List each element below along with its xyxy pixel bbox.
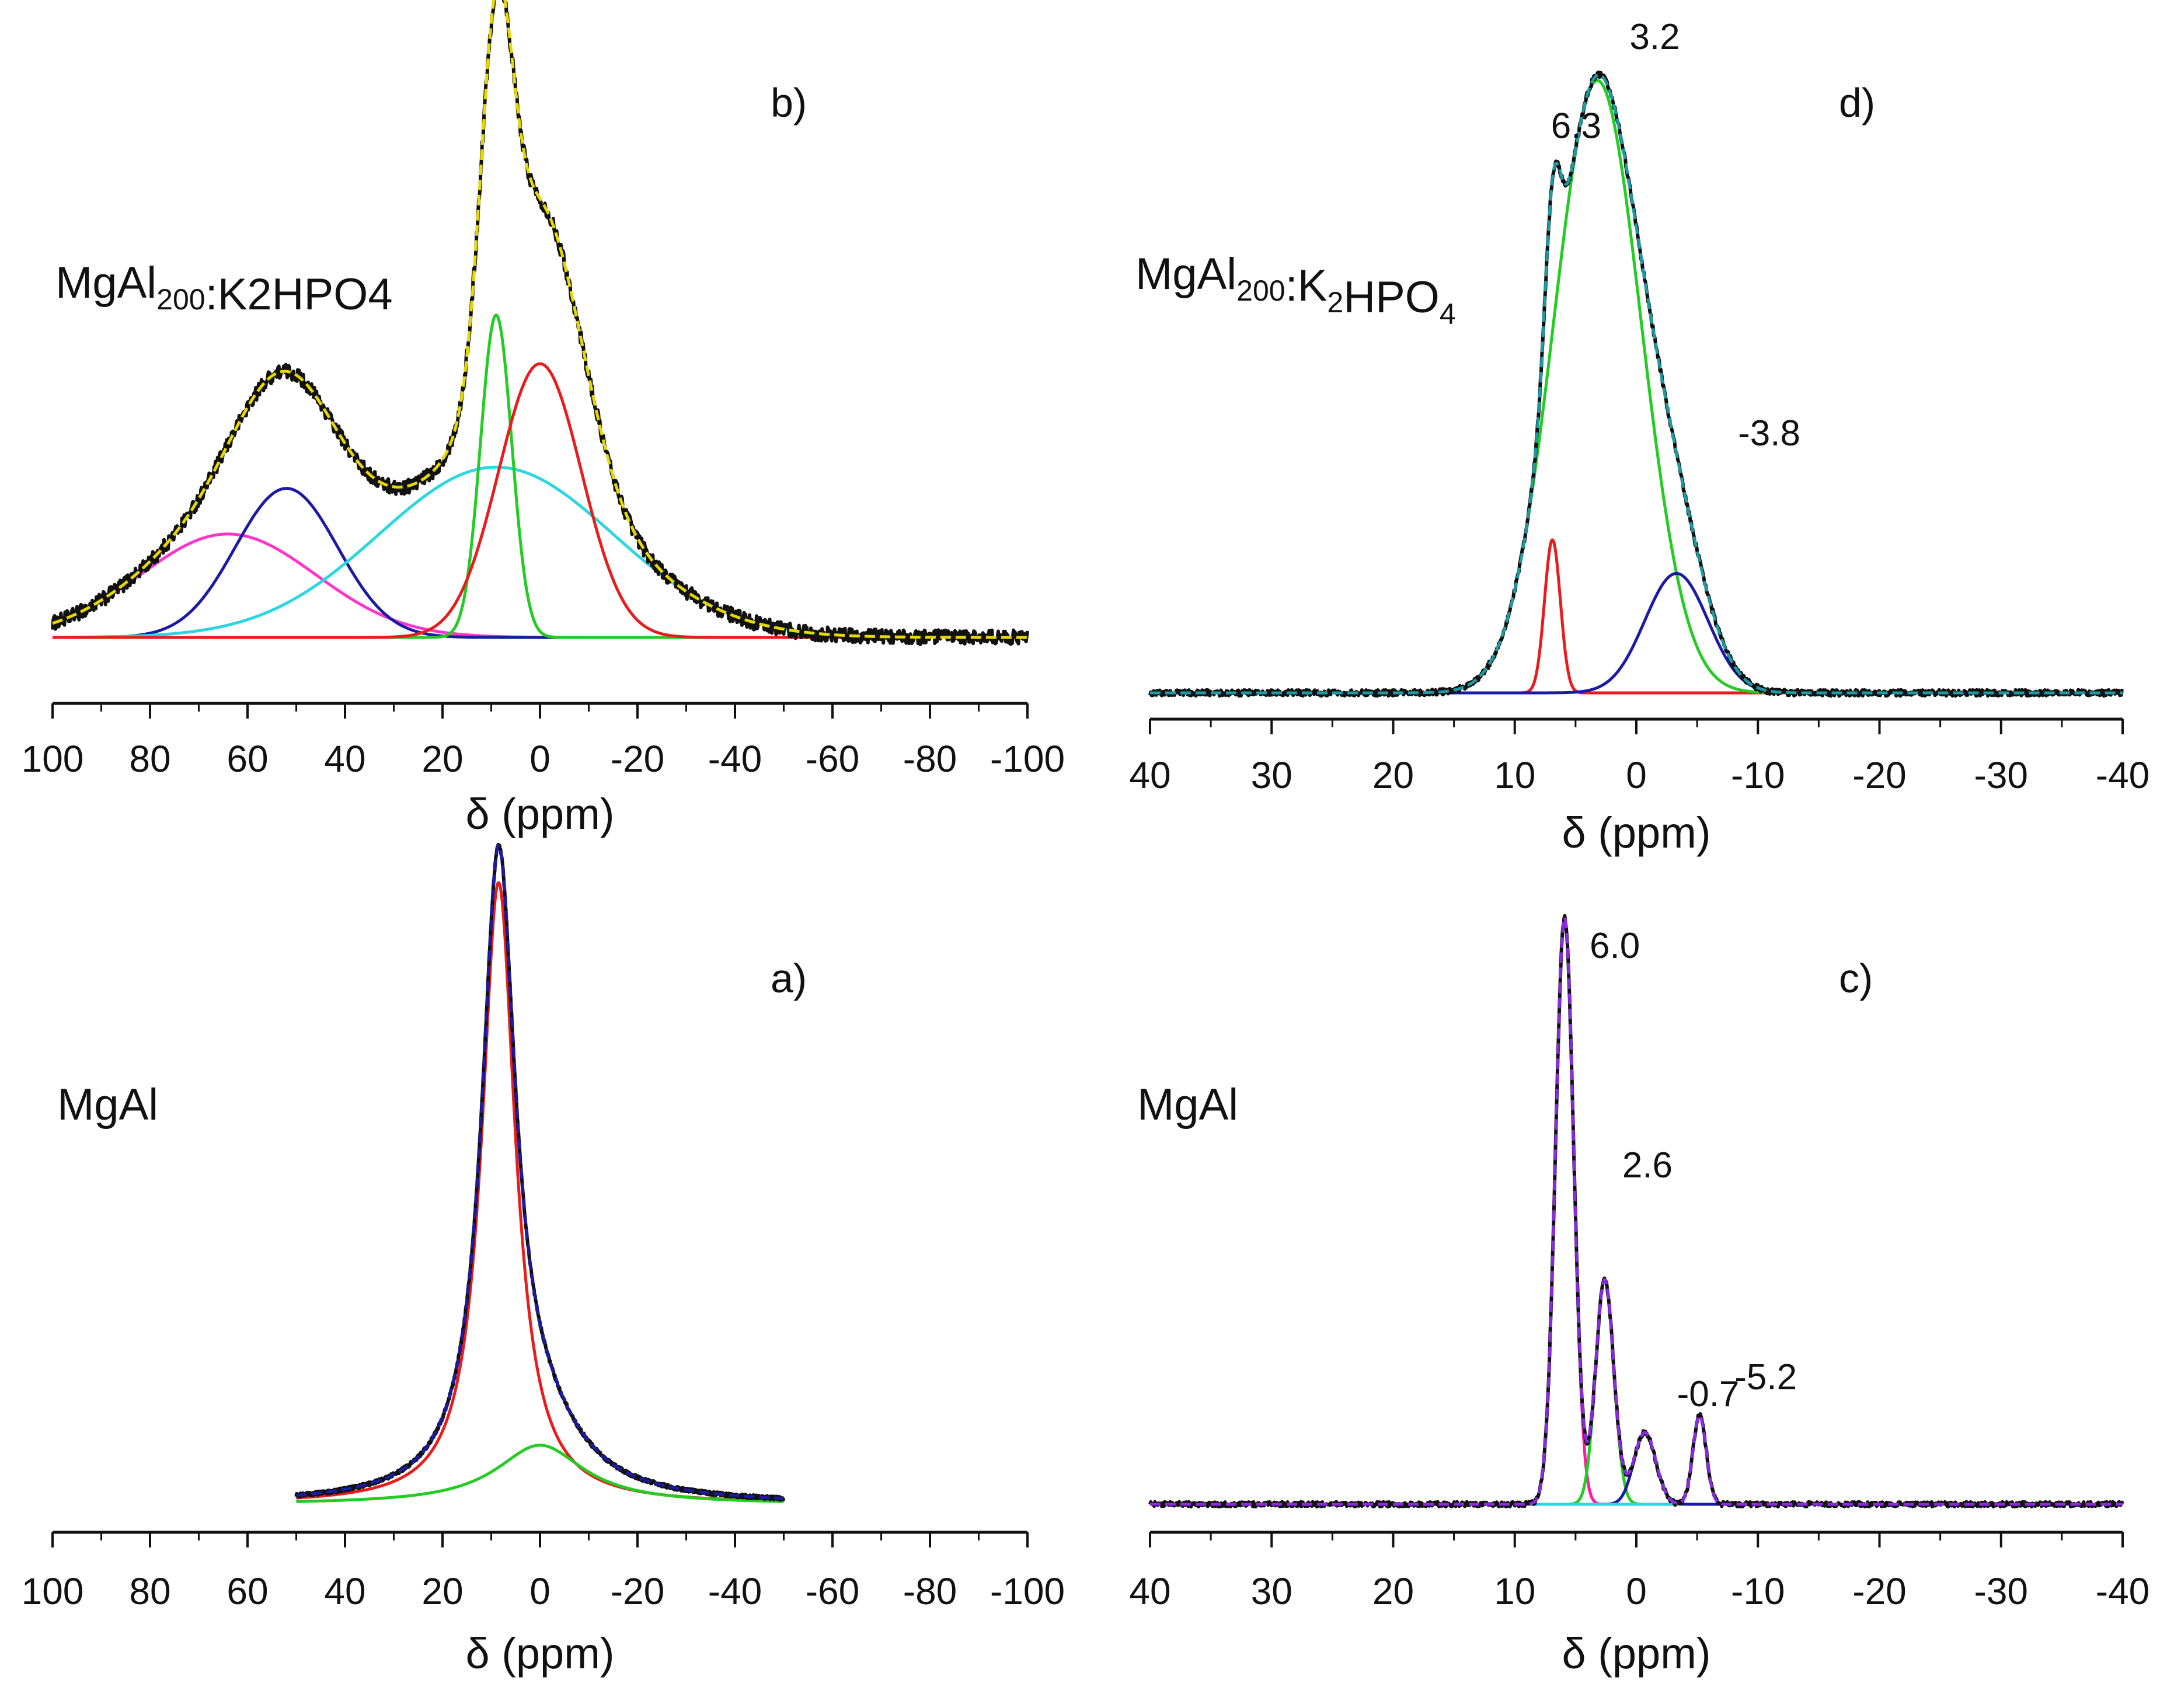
sample-label: MgAl200:K2HPO4 <box>1135 249 1456 330</box>
fit-component-3.2-ppm <box>1149 79 2124 695</box>
x-tick-label: 40 <box>1129 1570 1170 1612</box>
fit-envelope <box>295 844 785 1500</box>
experimental-spectrum <box>294 842 786 1502</box>
x-tick-label: -40 <box>2096 1570 2150 1612</box>
x-tick-label: 100 <box>22 1570 84 1612</box>
x-tick-label: 40 <box>324 738 365 780</box>
x-tick-label: 80 <box>129 1570 170 1612</box>
x-tick-label: 80 <box>129 738 170 780</box>
x-tick-label: 40 <box>324 1570 365 1612</box>
x-tick-label: -40 <box>2096 754 2150 796</box>
x-tick-label: 40 <box>1129 754 1170 796</box>
x-tick-label: -80 <box>903 738 957 780</box>
x-tick-label: -40 <box>708 1570 762 1612</box>
experimental-spectrum <box>1148 70 2124 698</box>
x-axis-title: δ (ppm) <box>466 790 615 838</box>
peak-label: 2.6 <box>1622 1145 1673 1186</box>
fit-component-2.6-ppm <box>1149 1278 2124 1506</box>
x-tick-label: -80 <box>903 1570 957 1612</box>
panel-label: a) <box>771 956 807 1001</box>
x-tick-label: 60 <box>227 1570 268 1612</box>
fit-component-6.3-ppm <box>1149 538 2124 695</box>
peak-label: 3.2 <box>1629 17 1680 57</box>
fit-component--3.8-ppm <box>1149 571 2124 695</box>
x-tick-label: -30 <box>1974 1570 2029 1612</box>
x-tick-label: 30 <box>1251 1570 1292 1612</box>
fit-envelope <box>1149 916 2124 1506</box>
peak-label: -3.8 <box>1738 413 1800 454</box>
panel-label: d) <box>1839 80 1875 126</box>
x-tick-label: -40 <box>708 738 762 780</box>
x-tick-label: -60 <box>806 1570 860 1612</box>
x-tick-label: -20 <box>611 738 665 780</box>
x-tick-label: -20 <box>1852 1570 1907 1612</box>
panel-c: 40 30 20 10 0 -10 -20 -30 -40 δ (ppm) c) MgAl 6.0 2.6… <box>1129 914 2150 1678</box>
x-tick-label: -20 <box>1852 754 1907 796</box>
fit-component--5.2-ppm <box>1149 1414 2124 1506</box>
x-tick-label: 20 <box>1372 754 1414 796</box>
peak-label: -0.7 <box>1677 1374 1740 1414</box>
x-tick-label: 20 <box>1372 1570 1414 1612</box>
x-tick-label: -30 <box>1974 754 2029 796</box>
x-tick-label: 0 <box>529 738 551 780</box>
fit-component-component-1 <box>51 532 1029 639</box>
fit-envelope <box>51 0 1029 639</box>
experimental-spectrum <box>1148 914 2124 1509</box>
x-tick-label: 10 <box>1494 1570 1535 1612</box>
x-axis-title: δ (ppm) <box>1562 1629 1711 1678</box>
x-tick-label: 0 <box>529 1570 551 1612</box>
panel-label: c) <box>1839 956 1873 1001</box>
sample-label: MgAl <box>1137 1080 1238 1130</box>
sample-label: MgAl200:K2HPO4 <box>55 258 393 319</box>
x-tick-label: -10 <box>1731 1570 1785 1612</box>
x-axis-title: δ (ppm) <box>1562 808 1711 857</box>
fit-component-component-3 <box>51 465 1029 639</box>
panel-label: b) <box>771 80 807 126</box>
fit-envelope <box>1149 74 2124 695</box>
x-tick-label: 60 <box>227 738 268 780</box>
x-tick-label: -20 <box>611 1570 665 1612</box>
x-tick-label: -100 <box>990 738 1065 780</box>
x-tick-label: -10 <box>1731 754 1785 796</box>
x-tick-label: 0 <box>1626 754 1647 796</box>
x-tick-label: 0 <box>1626 1570 1647 1612</box>
peak-label: -5.2 <box>1734 1357 1797 1397</box>
x-tick-label: 10 <box>1494 754 1535 796</box>
peak-label: 6.0 <box>1590 926 1640 966</box>
sample-label: MgAl <box>57 1080 158 1130</box>
x-tick-label: 100 <box>22 738 84 780</box>
fit-component-component-2 <box>51 487 1029 639</box>
fit-component-6.0-ppm <box>1149 916 2124 1506</box>
fit-component--0.7-ppm <box>1149 1431 2124 1506</box>
panel-b: 100 80 60 40 20 0 -20 -40 -60 -80 -100 δ (ppm) b) MgA… <box>22 0 1065 838</box>
experimental-spectrum <box>51 0 1029 646</box>
x-tick-label: -60 <box>806 738 860 780</box>
panel-d: 40 30 20 10 0 -10 -20 -30 -40 δ (ppm) d) MgAl200:K2… <box>1129 17 2149 857</box>
x-tick-label: 20 <box>421 1570 463 1612</box>
x-tick-label: 20 <box>421 738 463 780</box>
panel-a: 100 80 60 40 20 0 -20 -40 -60 -80 -100 δ (ppm) a) MgA… <box>22 842 1065 1678</box>
x-tick-label: 30 <box>1251 754 1292 796</box>
x-tick-label: -100 <box>990 1570 1065 1612</box>
fit-component-component-2 <box>295 1444 785 1503</box>
peak-label: 6.3 <box>1551 106 1601 146</box>
x-axis-title: δ (ppm) <box>466 1629 615 1678</box>
fit-component-component-1 <box>295 881 785 1503</box>
